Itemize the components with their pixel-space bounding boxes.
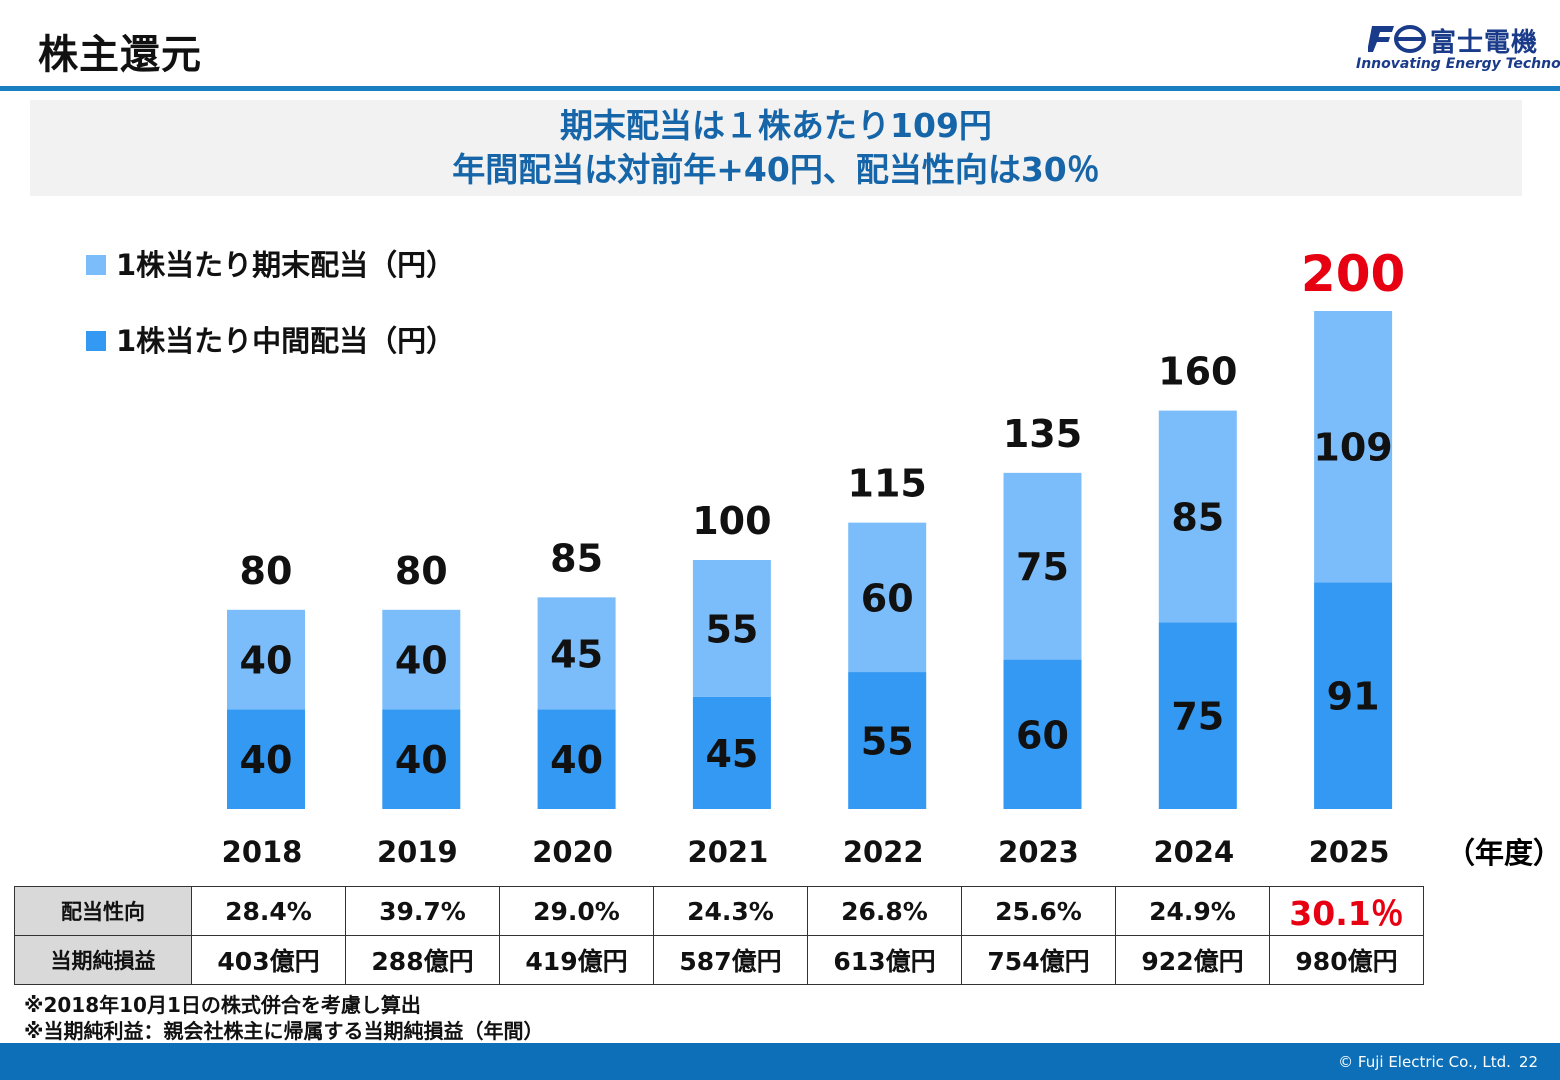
bar-value-interim: 40 [395, 738, 448, 782]
dividend-bar-chart: 40 40 80 2018 40 40 80 2019 40 45 85 2020 45 55 100 202… [222, 245, 1406, 869]
bar-value-final: 45 [550, 632, 603, 676]
footnotes: ※2018年10月1日の株式併合を考慮し算出 ※当期純利益：親会社株主に帰属する… [24, 992, 543, 1044]
x-tick-label: 2021 [688, 835, 769, 869]
table-cell: 403億円 [191, 935, 346, 985]
footer-bar: © Fuji Electric Co., Ltd. 22 [0, 1043, 1560, 1080]
table-cell: 980億円 [1269, 935, 1424, 985]
table-cell: 419億円 [499, 935, 654, 985]
bar-final [537, 597, 616, 710]
table-cell: 613億円 [807, 935, 962, 985]
bar-total-label: 85 [550, 536, 603, 580]
table-cell: 39.7% [345, 886, 500, 936]
table-cell: 26.8% [807, 886, 962, 936]
bar-value-final: 60 [861, 576, 914, 620]
bar-value-final: 40 [240, 639, 293, 683]
page-title: 株主還元 [38, 32, 202, 78]
table-cell: 29.0% [499, 886, 654, 936]
bar-total-label: 100 [692, 499, 771, 543]
table-cell: 587億円 [653, 935, 808, 985]
bar-value-final: 75 [1016, 545, 1069, 589]
bar-total-label: 135 [1003, 412, 1082, 456]
table-cell: 288億円 [345, 935, 500, 985]
table-cell: 922億円 [1115, 935, 1270, 985]
row-label: 配当性向 [14, 886, 192, 936]
bar-interim [1003, 659, 1082, 809]
company-tagline: Innovating Energy Technology [1356, 56, 1560, 72]
company-name: 富士電機 [1430, 28, 1539, 58]
bar-value-final: 55 [705, 607, 758, 651]
bar-total-label: 80 [395, 549, 448, 593]
bar-interim [382, 709, 461, 809]
bar-final [692, 560, 771, 697]
bar-interim [692, 696, 771, 809]
bar-total-label: 160 [1158, 350, 1237, 394]
x-tick-label: 2018 [222, 835, 303, 869]
payout-table: 配当性向 28.4% 39.7% 29.0% 24.3% 26.8% 25.6% 24.9% 3… [14, 886, 1424, 985]
bar-final [1314, 311, 1393, 583]
fe-logo-mark: Fe [1368, 25, 1426, 53]
bar-value-interim: 40 [240, 738, 293, 782]
bar-value-interim: 40 [550, 738, 603, 782]
bar-value-final: 40 [395, 639, 448, 683]
legend-swatch-final [86, 255, 106, 275]
legend-label-final: 1株当たり期末配当（円） [116, 248, 456, 282]
legend-swatch-interim [86, 331, 106, 351]
table-cell: 24.3% [653, 886, 808, 936]
bar-value-final: 109 [1313, 426, 1392, 470]
headline-banner: 期末配当は１株あたり109円 年間配当は対前年+40円、配当性向は30％ [30, 100, 1522, 196]
bar-interim [227, 709, 305, 809]
row-label: 当期純損益 [14, 935, 192, 985]
bar-value-interim: 60 [1016, 713, 1069, 757]
x-tick-label: 2023 [998, 835, 1079, 869]
bar-interim [537, 709, 616, 809]
bar-final [1003, 472, 1082, 660]
headline-line-1: 期末配当は１株あたり109円 [560, 106, 992, 145]
bar-value-interim: 91 [1327, 675, 1380, 719]
table-row: 配当性向 28.4% 39.7% 29.0% 24.3% 26.8% 25.6% 24.9% 3… [14, 886, 1424, 936]
bar-total-label: 80 [240, 549, 293, 593]
bar-interim [848, 672, 927, 809]
page-number: 22 [1518, 1053, 1538, 1071]
bar-total-label: 200 [1301, 245, 1405, 303]
table-cell: 28.4% [191, 886, 346, 936]
x-tick-label: 2024 [1153, 835, 1234, 869]
headline-line-2: 年間配当は対前年+40円、配当性向は30％ [452, 150, 1100, 189]
table-cell: 754億円 [961, 935, 1116, 985]
legend-item-interim: 1株当たり中間配当（円） [86, 318, 455, 360]
x-tick-label: 2019 [377, 835, 458, 869]
bar-value-final: 85 [1171, 495, 1224, 539]
bar-final [848, 522, 927, 673]
bar-final [382, 609, 461, 710]
table-cell: 25.6% [961, 886, 1116, 936]
bar-total-label: 115 [848, 462, 927, 506]
company-logo: Fe 富士電機 Innovating Energy Technology [1352, 22, 1560, 78]
table-cell: 30.1％ [1269, 886, 1424, 936]
table-row: 当期純損益 403億円 288億円 419億円 587億円 613億円 754億円 922億円… [14, 935, 1424, 985]
copyright: © Fuji Electric Co., Ltd. [1338, 1053, 1511, 1071]
bar-interim [1314, 582, 1393, 809]
x-tick-label: 2022 [843, 835, 924, 869]
bar-final [1158, 410, 1237, 623]
x-tick-label: 2025 [1309, 835, 1390, 869]
title-divider [0, 86, 1560, 91]
bar-interim [1158, 622, 1237, 809]
legend-item-final: 1株当たり期末配当（円） [86, 242, 455, 284]
bar-final [227, 609, 305, 710]
x-tick-label: 2020 [532, 835, 613, 869]
table-cell: 24.9% [1115, 886, 1270, 936]
bar-value-interim: 55 [861, 720, 914, 764]
footnote-2: ※当期純利益：親会社株主に帰属する当期純損益（年間） [24, 1019, 544, 1043]
bar-value-interim: 45 [705, 732, 758, 776]
legend-label-interim: 1株当たり中間配当（円） [116, 324, 456, 358]
bar-value-interim: 75 [1171, 695, 1224, 739]
x-axis-unit: （年度） [1446, 836, 1560, 870]
footnote-1: ※2018年10月1日の株式併合を考慮し算出 [24, 993, 421, 1017]
